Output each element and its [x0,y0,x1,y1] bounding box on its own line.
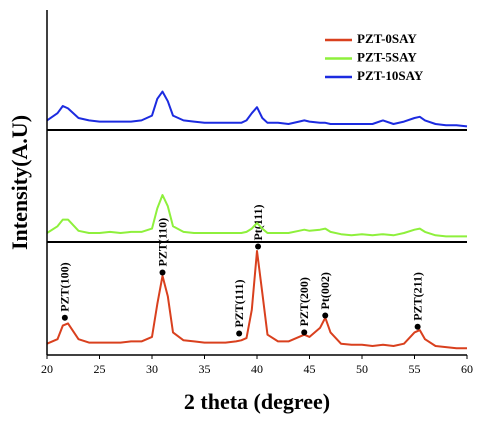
peak-marker [236,330,243,337]
peak-label: PZT(211) [410,272,424,321]
data-line [46,194,467,238]
x-tick-label: 60 [461,362,473,376]
peak-label: PZT(100) [58,262,72,311]
peak-marker [301,329,308,336]
x-tick-label: 30 [146,362,158,376]
peak-marker [322,312,329,319]
x-tick-label: 45 [304,362,316,376]
peak-marker [61,314,68,321]
y-axis-title: Intensity(A.U) [7,115,32,250]
x-tick-label: 40 [251,362,263,376]
x-tick-label: 20 [41,362,53,376]
peak-marker [159,269,166,276]
legend-label: PZT-0SAY [357,31,417,46]
data-line [46,90,468,128]
legend-label: PZT-5SAY [357,49,417,64]
x-axis-title: 2 theta (degree) [184,389,330,414]
x-tick-label: 50 [356,362,368,376]
x-tick-label: 55 [409,362,421,376]
data-line [46,250,467,350]
x-tick-label: 25 [94,362,106,376]
peak-label: PZT(111) [232,280,246,328]
legend-label: PZT-10SAY [357,68,424,83]
peak-label: PZT(200) [297,277,311,326]
x-tick-label: 35 [199,362,211,376]
peak-marker [414,323,421,330]
peak-label: Pt(002) [318,272,332,309]
peak-marker [255,243,262,250]
